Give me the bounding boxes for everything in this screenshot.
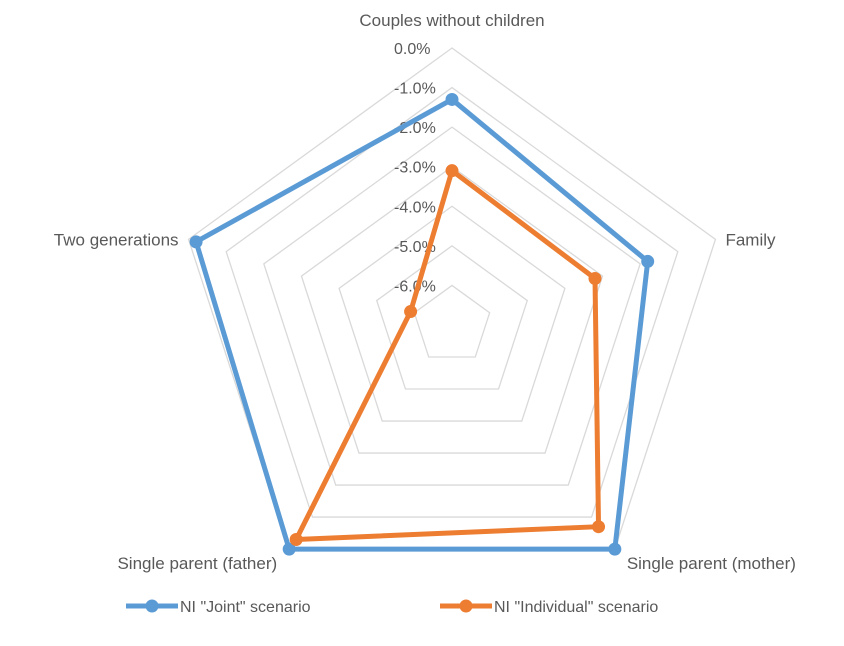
series-1	[189, 92, 655, 556]
data-point	[282, 542, 296, 556]
category-label: Two generations	[54, 230, 179, 249]
legend-swatch-marker	[145, 599, 159, 613]
tick-label: -4.0%	[394, 199, 436, 216]
category-label: Single parent (mother)	[627, 554, 796, 573]
legend-label: NI "Joint" scenario	[180, 599, 311, 616]
category-labels: Couples without children Family Single par…	[54, 11, 796, 573]
data-point	[445, 92, 459, 106]
tick-label: -1.0%	[394, 81, 436, 98]
grid-ring-0	[413, 284, 491, 358]
legend-item: NI "Joint" scenario	[126, 599, 311, 616]
grid-ring-5	[225, 86, 679, 518]
data-point	[445, 164, 459, 178]
series-line	[293, 168, 602, 542]
series-2	[289, 164, 606, 546]
data-point	[289, 532, 303, 546]
legend: NI "Joint" scenario NI "Individual" scena…	[126, 599, 658, 616]
data-point	[641, 254, 655, 268]
grid-ring-2	[338, 205, 566, 422]
tick-label: -3.0%	[394, 160, 436, 177]
data-point	[588, 272, 602, 286]
category-label: Family	[725, 230, 776, 249]
series-line	[193, 96, 651, 552]
legend-item: NI "Individual" scenario	[440, 599, 658, 616]
grid-ring-3	[300, 165, 604, 454]
tick-label: -6.0%	[394, 278, 436, 295]
tick-label: -5.0%	[394, 239, 436, 256]
grid-ring-1	[375, 245, 529, 390]
data-point	[189, 235, 203, 249]
legend-swatch-marker	[459, 599, 473, 613]
radial-tick-labels: -6.0%-5.0%-4.0%-3.0%-2.0%-1.0%0.0%	[394, 41, 436, 295]
tick-label: 0.0%	[394, 41, 430, 58]
data-series	[189, 92, 655, 556]
category-label: Single parent (father)	[117, 554, 277, 573]
data-point	[608, 542, 622, 556]
data-point	[404, 305, 418, 319]
category-label: Couples without children	[359, 11, 544, 30]
grid-ring-4	[263, 126, 641, 486]
legend-label: NI "Individual" scenario	[494, 599, 658, 616]
data-point	[592, 520, 606, 534]
